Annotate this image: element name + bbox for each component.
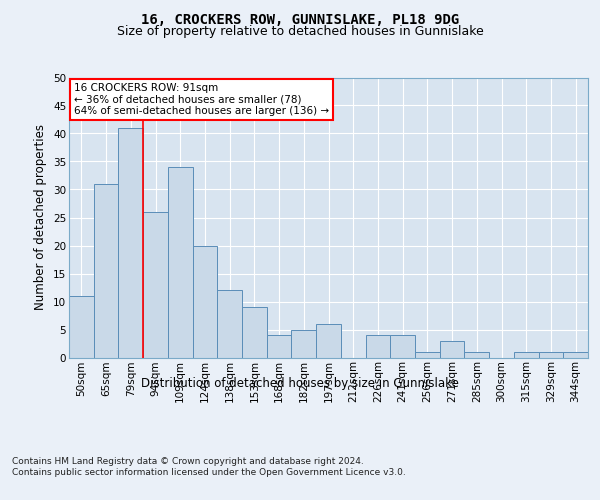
Text: Distribution of detached houses by size in Gunnislake: Distribution of detached houses by size … bbox=[141, 378, 459, 390]
Text: Size of property relative to detached houses in Gunnislake: Size of property relative to detached ho… bbox=[116, 25, 484, 38]
Bar bbox=[143, 212, 168, 358]
Y-axis label: Number of detached properties: Number of detached properties bbox=[34, 124, 47, 310]
Bar bbox=[563, 352, 588, 358]
Bar bbox=[292, 330, 316, 357]
Bar bbox=[390, 335, 415, 357]
Text: Contains HM Land Registry data © Crown copyright and database right 2024.
Contai: Contains HM Land Registry data © Crown c… bbox=[12, 458, 406, 477]
Bar bbox=[316, 324, 341, 358]
Bar bbox=[514, 352, 539, 358]
Text: 16 CROCKERS ROW: 91sqm
← 36% of detached houses are smaller (78)
64% of semi-det: 16 CROCKERS ROW: 91sqm ← 36% of detached… bbox=[74, 83, 329, 116]
Bar bbox=[168, 167, 193, 358]
Bar bbox=[365, 335, 390, 357]
Bar bbox=[539, 352, 563, 358]
Text: 16, CROCKERS ROW, GUNNISLAKE, PL18 9DG: 16, CROCKERS ROW, GUNNISLAKE, PL18 9DG bbox=[141, 12, 459, 26]
Bar bbox=[415, 352, 440, 358]
Bar bbox=[193, 246, 217, 358]
Bar bbox=[242, 307, 267, 358]
Bar bbox=[267, 335, 292, 357]
Bar bbox=[217, 290, 242, 358]
Bar bbox=[118, 128, 143, 358]
Bar bbox=[94, 184, 118, 358]
Bar bbox=[464, 352, 489, 358]
Bar bbox=[69, 296, 94, 358]
Bar bbox=[440, 340, 464, 357]
